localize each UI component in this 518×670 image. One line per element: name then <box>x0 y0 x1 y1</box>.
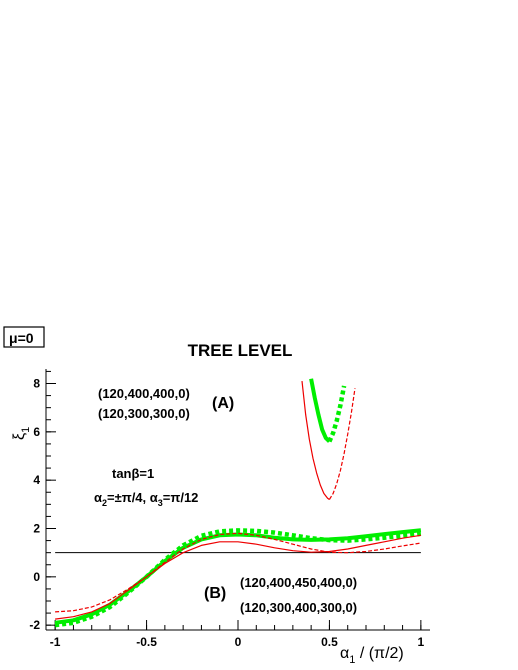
series-line-5 <box>327 385 347 443</box>
annotation-b-line2: (120,300,400,300,0) <box>240 600 357 615</box>
series-line-1 <box>54 528 422 628</box>
y-label-sub: 1 <box>20 427 32 433</box>
series-line-0 <box>54 528 422 625</box>
x-tick-label: 0.5 <box>321 635 338 649</box>
annotation-tanbeta: tanβ=1 <box>112 466 154 481</box>
annotation-b-line1: (120,400,450,400,0) <box>240 575 357 590</box>
x-tick-label: -0.5 <box>136 635 157 649</box>
tick-labels: -1 -0.5 0 0.5 1 -2 0 2 4 6 8 <box>29 377 424 650</box>
alpha3-rest: =π/12 <box>163 490 199 505</box>
alpha2-rest: =±π/4, α <box>107 490 158 505</box>
series-line-7 <box>328 388 356 500</box>
annotation-a-label: (A) <box>212 395 234 412</box>
annotation-a-line1: (120,400,400,0) <box>98 386 190 401</box>
annotation-b-label: (B) <box>204 585 226 602</box>
mu-box <box>3 326 45 348</box>
x-axis-label: α1 / (π/2) <box>340 645 404 666</box>
chart-title: TREE LEVEL <box>188 341 293 360</box>
y-label-base: ξ <box>11 433 28 440</box>
alpha3-sub: 3 <box>158 498 163 508</box>
x-tick-label: -1 <box>50 635 61 649</box>
x-label-sub: 1 <box>349 654 355 666</box>
series-line-6 <box>301 381 330 500</box>
y-axis-label: ξ1 <box>11 427 32 440</box>
y-tick-label: 2 <box>33 522 40 536</box>
series-line-3 <box>55 532 421 613</box>
x-label-rest: / (π/2) <box>355 645 403 662</box>
alpha2-base: α <box>94 490 102 505</box>
y-tick-label: 6 <box>33 425 40 439</box>
y-tick-label: 4 <box>33 473 40 487</box>
y-tick-label: 0 <box>33 570 40 584</box>
series-line-2 <box>55 534 421 620</box>
x-tick-label: 1 <box>418 635 425 649</box>
axis-ticks <box>46 370 422 630</box>
series-line-4 <box>309 378 331 443</box>
annotation-alpha: α2=±π/4, α3=π/12 <box>94 490 198 508</box>
x-label-base: α <box>340 645 349 662</box>
mu-label: μ=0 <box>9 330 34 346</box>
x-tick-label: 0 <box>235 635 242 649</box>
y-tick-label: -2 <box>29 618 40 632</box>
alpha2-sub: 2 <box>102 498 107 508</box>
series-group <box>54 378 422 628</box>
y-tick-label: 8 <box>33 377 40 391</box>
annotation-a-line2: (120,300,300,0) <box>98 406 190 421</box>
